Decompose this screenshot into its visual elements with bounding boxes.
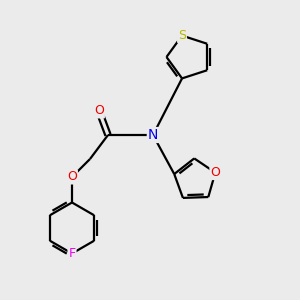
Text: N: N xyxy=(148,128,158,142)
Text: O: O xyxy=(94,104,104,118)
Text: O: O xyxy=(210,166,220,179)
Text: O: O xyxy=(67,170,77,184)
Text: S: S xyxy=(178,29,186,42)
Text: F: F xyxy=(68,247,76,260)
